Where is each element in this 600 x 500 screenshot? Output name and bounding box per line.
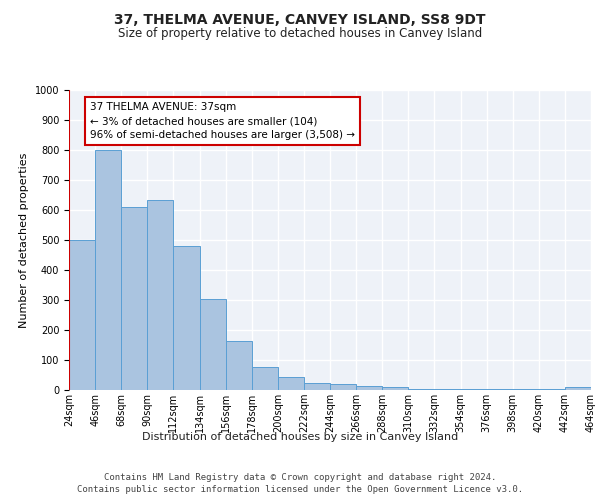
Bar bbox=[69, 240, 95, 390]
Text: Contains HM Land Registry data © Crown copyright and database right 2024.: Contains HM Land Registry data © Crown c… bbox=[104, 472, 496, 482]
Bar bbox=[278, 376, 304, 390]
Bar bbox=[148, 200, 173, 390]
Text: Contains public sector information licensed under the Open Government Licence v3: Contains public sector information licen… bbox=[77, 485, 523, 494]
Bar bbox=[199, 300, 226, 390]
Bar bbox=[173, 246, 199, 390]
Bar bbox=[226, 341, 252, 390]
Bar bbox=[252, 366, 278, 390]
Bar bbox=[330, 384, 356, 390]
Bar bbox=[356, 386, 382, 390]
Text: Size of property relative to detached houses in Canvey Island: Size of property relative to detached ho… bbox=[118, 28, 482, 40]
Text: Distribution of detached houses by size in Canvey Island: Distribution of detached houses by size … bbox=[142, 432, 458, 442]
Bar bbox=[121, 207, 148, 390]
Y-axis label: Number of detached properties: Number of detached properties bbox=[19, 152, 29, 328]
Text: 37, THELMA AVENUE, CANVEY ISLAND, SS8 9DT: 37, THELMA AVENUE, CANVEY ISLAND, SS8 9D… bbox=[114, 12, 486, 26]
Bar bbox=[382, 387, 409, 390]
Bar bbox=[409, 388, 434, 390]
Bar bbox=[95, 150, 121, 390]
Bar bbox=[565, 387, 591, 390]
Bar bbox=[434, 388, 461, 390]
Bar bbox=[304, 383, 330, 390]
Text: 37 THELMA AVENUE: 37sqm
← 3% of detached houses are smaller (104)
96% of semi-de: 37 THELMA AVENUE: 37sqm ← 3% of detached… bbox=[90, 102, 355, 140]
